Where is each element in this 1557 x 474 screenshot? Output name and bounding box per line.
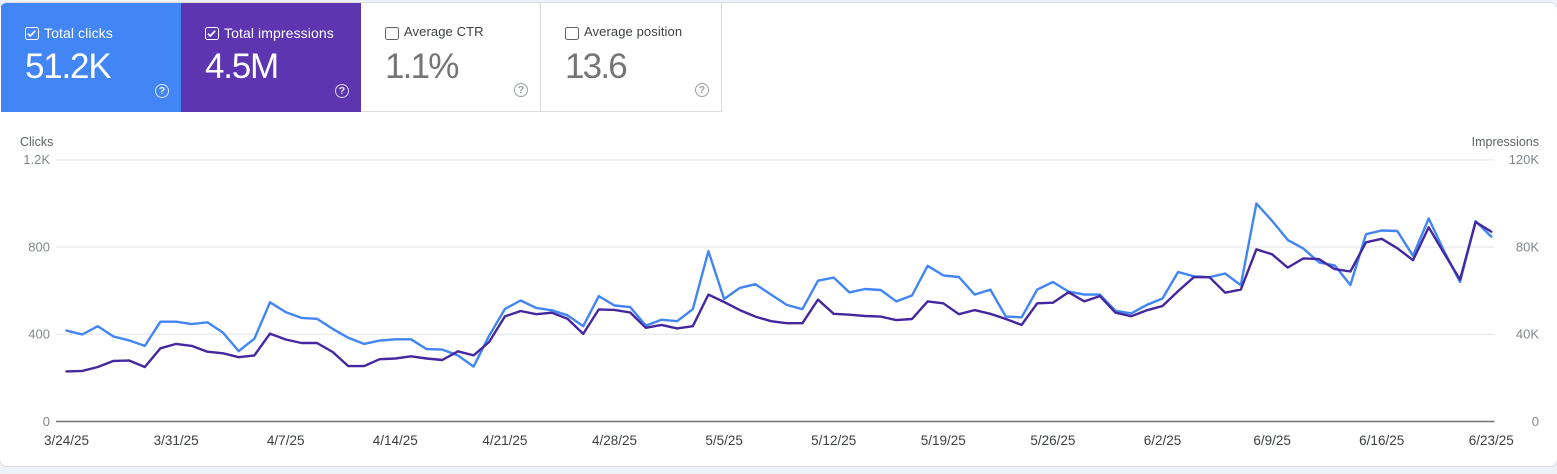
svg-text:6/2/25: 6/2/25 <box>1144 433 1182 448</box>
svg-text:5/26/25: 5/26/25 <box>1030 433 1075 448</box>
svg-text:800: 800 <box>28 239 50 254</box>
svg-text:6/23/25: 6/23/25 <box>1469 433 1514 448</box>
svg-text:4/14/25: 4/14/25 <box>373 433 418 448</box>
svg-text:4/7/25: 4/7/25 <box>267 433 305 448</box>
svg-text:0: 0 <box>1532 414 1539 429</box>
svg-text:4/28/25: 4/28/25 <box>592 433 637 448</box>
svg-text:5/5/25: 5/5/25 <box>705 433 743 448</box>
svg-text:4/21/25: 4/21/25 <box>482 433 527 448</box>
svg-text:40K: 40K <box>1516 327 1539 342</box>
svg-text:80K: 80K <box>1516 239 1539 254</box>
svg-text:6/16/25: 6/16/25 <box>1359 433 1404 448</box>
svg-text:Impressions: Impressions <box>1472 135 1539 149</box>
svg-text:Clicks: Clicks <box>20 135 53 149</box>
svg-text:6/9/25: 6/9/25 <box>1253 433 1291 448</box>
svg-text:3/31/25: 3/31/25 <box>154 433 199 448</box>
svg-text:1.2K: 1.2K <box>23 152 50 167</box>
svg-text:5/19/25: 5/19/25 <box>921 433 966 448</box>
svg-text:120K: 120K <box>1509 152 1540 167</box>
svg-text:400: 400 <box>28 327 50 342</box>
svg-text:5/12/25: 5/12/25 <box>811 433 856 448</box>
svg-text:0: 0 <box>43 414 50 429</box>
svg-text:3/24/25: 3/24/25 <box>44 433 89 448</box>
